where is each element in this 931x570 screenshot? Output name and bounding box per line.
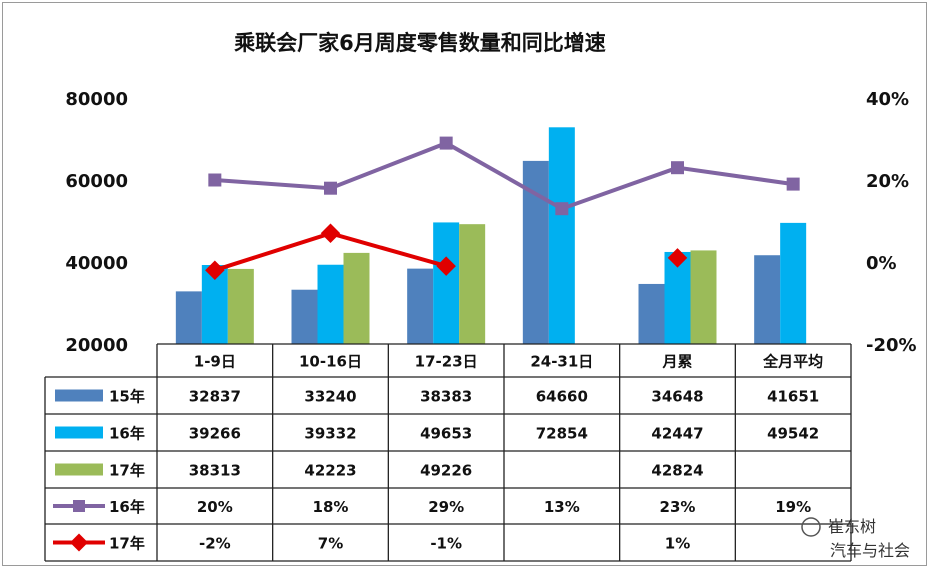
right-axis-tick: 40% <box>866 89 909 110</box>
bar <box>548 127 575 344</box>
table-cell: -1% <box>430 535 462 553</box>
line-point <box>320 223 341 244</box>
bar <box>780 222 807 344</box>
right-axis: -20% 0% 20% 40% <box>866 89 917 356</box>
left-axis: 20000 40000 60000 80000 <box>65 89 128 356</box>
watermark: 崔东树 汽车与社会 <box>801 517 910 560</box>
table-cell: 19% <box>775 498 811 516</box>
right-axis-tick: -20% <box>866 335 917 356</box>
right-axis-tick: 20% <box>866 171 909 192</box>
data-table: 1-9日 10-16日 17-23日 24-31日 月累 全月平均 15年 32837 3324… <box>44 343 852 562</box>
line-point <box>73 500 85 512</box>
legend-key <box>55 426 103 439</box>
table-cell: 20% <box>197 498 233 516</box>
legend-label: 16年 <box>109 425 145 443</box>
table-cell: 49653 <box>420 425 472 443</box>
bar <box>175 291 202 344</box>
line-point <box>667 248 688 268</box>
table-cell: 1% <box>665 535 690 553</box>
table-cell: 13% <box>544 498 580 516</box>
category-label: 1-9日 <box>194 353 236 371</box>
chart-title: 乘联会厂家6月周度零售数量和同比增速 <box>233 31 606 55</box>
table-cell: 49226 <box>420 462 472 480</box>
table-cell: 42447 <box>651 425 703 443</box>
table-cell: 38313 <box>189 462 241 480</box>
bar <box>459 224 486 344</box>
bar <box>317 264 344 344</box>
table-cell: 34648 <box>651 388 703 406</box>
category-label: 10-16日 <box>299 353 362 371</box>
line-point <box>324 181 337 195</box>
category-label: 全月平均 <box>762 353 823 371</box>
bar <box>638 283 665 344</box>
table-cell: 39266 <box>189 425 241 443</box>
bar <box>754 255 781 344</box>
legend-label: 17年 <box>109 535 145 553</box>
category-label: 月累 <box>661 353 692 371</box>
bar <box>343 252 370 344</box>
legend-key <box>55 463 103 476</box>
wechat-icon <box>801 517 821 537</box>
table-cell: 41651 <box>767 388 819 406</box>
table-cell: 49542 <box>767 425 819 443</box>
left-axis-tick: 20000 <box>65 335 128 356</box>
bars <box>175 127 807 344</box>
legend-label: 15年 <box>109 388 145 406</box>
table-cell: 18% <box>313 498 349 516</box>
legend-label: 17年 <box>109 462 145 480</box>
left-axis-tick: 80000 <box>65 89 128 110</box>
line-point <box>436 256 456 276</box>
table-cell: 38383 <box>420 388 472 406</box>
table-cell: 29% <box>428 498 464 516</box>
table-cell: 32837 <box>189 388 241 406</box>
line-point <box>786 177 800 191</box>
line-point <box>671 161 684 175</box>
bar <box>227 268 254 344</box>
table-cell: 42824 <box>651 462 703 480</box>
table-cell: -2% <box>199 535 231 553</box>
bar <box>407 268 434 344</box>
legend-key <box>55 389 103 402</box>
series-line <box>214 140 794 211</box>
table-cell: 72854 <box>536 425 588 443</box>
bar <box>522 160 549 344</box>
table-cell: 7% <box>318 535 343 553</box>
table-cell: 23% <box>660 498 696 516</box>
line-point <box>70 533 88 552</box>
bar <box>690 250 717 344</box>
legend-label: 16年 <box>109 498 145 516</box>
table-cell: 42223 <box>304 462 356 480</box>
right-axis-tick: 0% <box>866 253 897 274</box>
line-point <box>555 202 569 216</box>
bar <box>291 289 318 344</box>
table-cell: 64660 <box>536 388 588 406</box>
lines <box>205 136 800 280</box>
line-point <box>205 260 225 280</box>
table-cell: 39332 <box>304 425 356 443</box>
table-cell: 33240 <box>304 388 356 406</box>
bar <box>433 222 460 344</box>
left-axis-tick: 60000 <box>65 171 128 192</box>
line-point <box>439 136 453 150</box>
left-axis-tick: 40000 <box>65 253 128 274</box>
watermark-author: 崔东树 <box>828 517 876 536</box>
category-label: 17-23日 <box>415 353 478 371</box>
line-point <box>208 173 222 187</box>
category-label: 24-31日 <box>530 353 593 371</box>
watermark-sub: 汽车与社会 <box>830 541 910 560</box>
